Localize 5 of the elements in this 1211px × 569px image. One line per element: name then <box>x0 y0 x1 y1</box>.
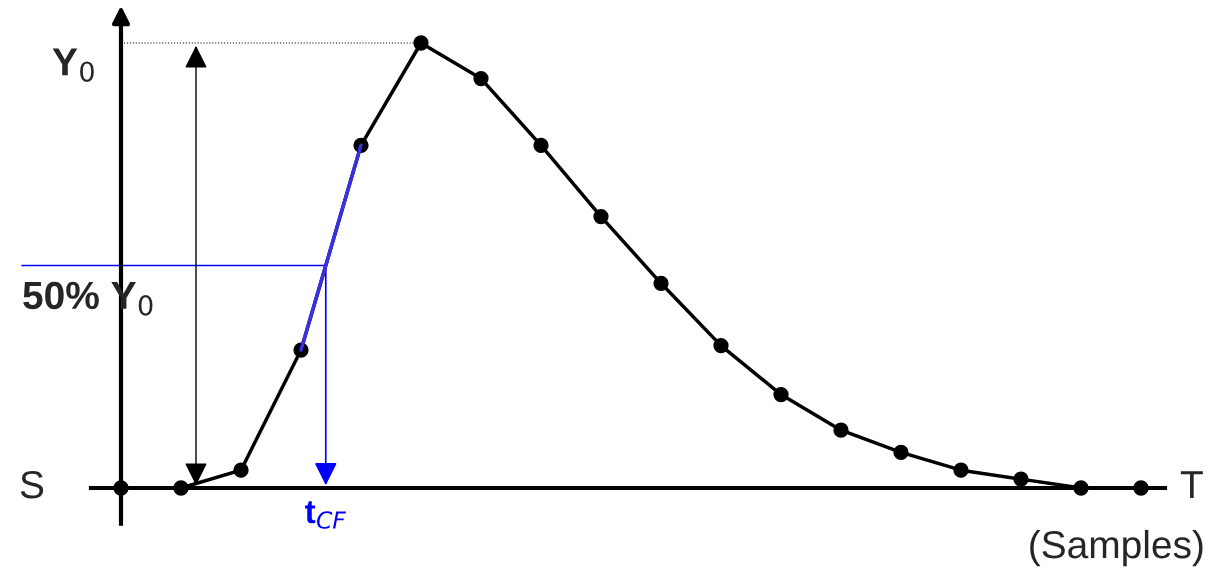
text: S <box>20 470 44 499</box>
text: (Samples) <box>1030 529 1203 567</box>
ref-line-label: Y$_{0}$ <box>52 48 94 82</box>
x-axis-title: T <box>1180 471 1203 499</box>
text: t$_{CF}$ <box>305 501 347 529</box>
